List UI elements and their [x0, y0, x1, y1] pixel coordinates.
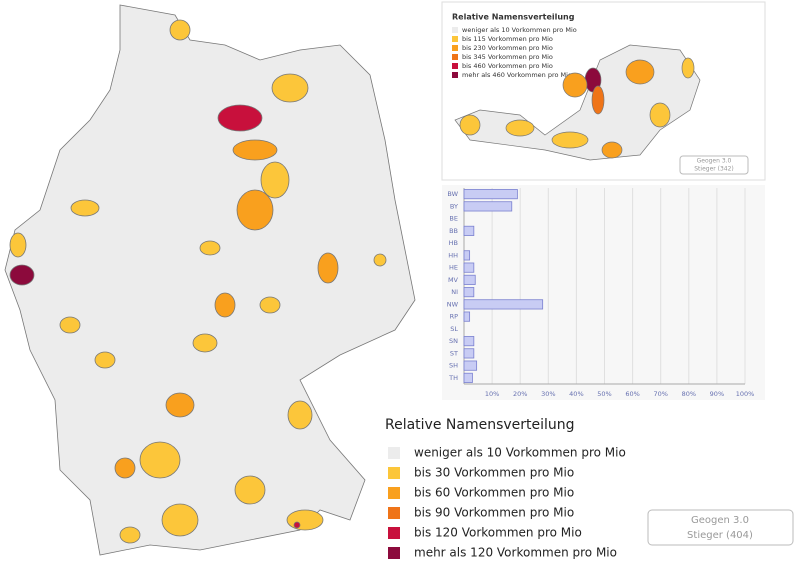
legend-swatch — [388, 467, 400, 479]
bar — [463, 360, 478, 371]
legend-label: bis 90 Vorkommen pro Mio — [414, 506, 574, 520]
legend-swatch — [452, 54, 458, 60]
legend-label: bis 30 Vorkommen pro Mio — [414, 466, 574, 480]
inset-credit: Geogen 3.0 — [697, 158, 732, 165]
legend-label: bis 120 Vorkommen pro Mio — [414, 526, 582, 540]
y-tick-label: HB — [449, 239, 458, 247]
y-tick-label: ST — [450, 349, 458, 357]
bar — [463, 225, 475, 236]
x-tick-label: 80% — [682, 390, 696, 398]
legend-label: weniger als 10 Vorkommen pro Mio — [414, 446, 626, 460]
legend-swatch — [452, 45, 458, 51]
legend-label: bis 345 Vorkommen pro Mio — [462, 53, 553, 61]
credit: Geogen 3.0 — [691, 515, 749, 526]
legend-label: bis 115 Vorkommen pro Mio — [462, 35, 553, 43]
y-tick-label: TH — [448, 374, 458, 382]
germany-map — [4, 4, 416, 556]
bar — [463, 287, 475, 298]
bar — [463, 299, 544, 310]
y-tick-label: BE — [449, 215, 458, 223]
x-tick-label: 40% — [569, 390, 583, 398]
bar — [463, 274, 476, 285]
legend-swatch — [452, 36, 458, 42]
bar-chart: 10% 20% 30% 40% 50% 60% 70% 80% 90% 100% BW BY BE BB H… — [447, 188, 755, 398]
legend-swatch — [388, 527, 400, 539]
legend-swatch — [452, 63, 458, 69]
legend-swatch — [452, 27, 458, 33]
bar — [463, 348, 475, 359]
bar — [463, 201, 513, 212]
credit: Stieger (404) — [687, 530, 753, 541]
y-tick-label: SH — [449, 362, 458, 370]
bar — [463, 250, 471, 261]
bar — [463, 372, 473, 383]
bar — [463, 336, 475, 347]
y-tick-label: HH — [448, 251, 458, 259]
legend-label: bis 60 Vorkommen pro Mio — [414, 486, 574, 500]
y-tick-label: MV — [448, 276, 459, 284]
x-tick-label: 30% — [541, 390, 555, 398]
bar — [463, 189, 518, 200]
legend-swatch — [388, 487, 400, 499]
bar-chart-panel: 10% 20% 30% 40% 50% 60% 70% 80% 90% 100% BW BY BE BB H… — [442, 185, 765, 400]
y-tick-label: NW — [447, 300, 459, 308]
x-tick-label: 20% — [513, 390, 527, 398]
legend-swatch — [388, 447, 400, 459]
legend-label: weniger als 10 Vorkommen pro Mio — [462, 26, 577, 34]
y-tick-label: SL — [450, 325, 458, 333]
x-tick-label: 10% — [485, 390, 499, 398]
austria-map — [454, 44, 701, 161]
inset-credit: Stieger (342) — [694, 166, 734, 173]
y-tick-label: RP — [450, 313, 459, 321]
y-tick-label: BW — [447, 190, 458, 198]
y-tick-label: BB — [449, 227, 458, 235]
y-tick-label: BY — [450, 202, 458, 210]
x-tick-label: 100% — [736, 390, 755, 398]
inset-legend-title: Relative Namensverteilung — [452, 13, 575, 22]
x-tick-label: 90% — [710, 390, 724, 398]
bar — [463, 262, 475, 273]
legend-label: bis 460 Vorkommen pro Mio — [462, 62, 553, 70]
legend-title: Relative Namensverteilung — [385, 417, 575, 433]
credit-box — [647, 509, 794, 546]
legend-swatch — [388, 547, 400, 559]
main-legend: weniger als 10 Vorkommen pro Mio bis 30 V… — [388, 446, 626, 560]
legend-swatch — [452, 72, 458, 78]
legend-label: bis 230 Vorkommen pro Mio — [462, 44, 553, 52]
x-tick-label: 70% — [653, 390, 667, 398]
inset-panel: Relative Namensverteilung weniger als 10… — [441, 1, 766, 181]
y-tick-label: SN — [449, 337, 458, 345]
legend-swatch — [388, 507, 400, 519]
legend-label: mehr als 460 Vorkommen pro Mio — [462, 71, 572, 79]
legend-label: mehr als 120 Vorkommen pro Mio — [414, 546, 617, 560]
y-tick-label: HE — [449, 264, 458, 272]
bar — [463, 311, 471, 322]
x-tick-label: 60% — [625, 390, 639, 398]
x-tick-label: 50% — [597, 390, 611, 398]
y-tick-label: NI — [451, 288, 458, 296]
